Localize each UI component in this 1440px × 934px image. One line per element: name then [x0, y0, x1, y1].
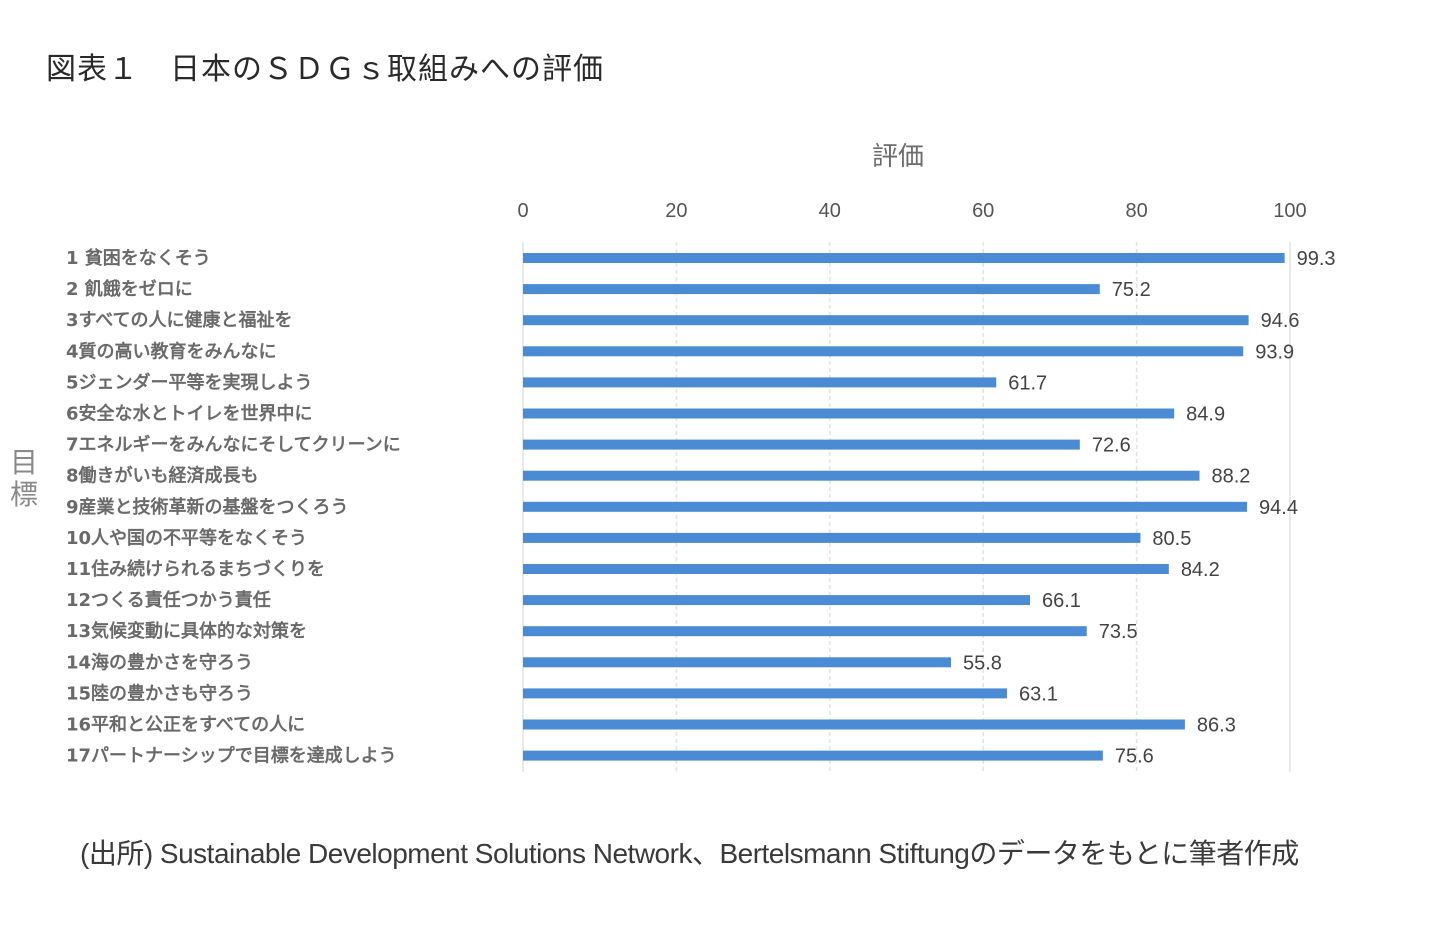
data-label: 84.2 [1181, 559, 1220, 581]
data-label: 75.6 [1115, 746, 1154, 768]
bar [523, 595, 1030, 606]
bar [523, 408, 1175, 419]
category-label: 10人や国の不平等をなくそう [66, 527, 307, 549]
bar [523, 470, 1200, 481]
data-label: 55.8 [963, 652, 1002, 674]
data-label: 93.9 [1255, 341, 1294, 363]
data-label: 80.5 [1152, 528, 1191, 550]
bar [523, 439, 1080, 450]
x-axis-title: 評価 [872, 142, 924, 172]
x-tick-labels: 0 20 40 60 80 100 [517, 200, 1306, 222]
x-tick-label: 60 [972, 200, 994, 222]
category-label: 2 飢餓をゼロに [66, 278, 193, 300]
bar [523, 377, 997, 388]
y-axis-title: 目標 [10, 446, 38, 511]
data-label: 94.6 [1261, 310, 1300, 332]
bar [523, 501, 1248, 512]
category-label: 13気候変動に具体的な対策を [66, 620, 307, 642]
data-label: 61.7 [1008, 372, 1047, 394]
bar [523, 688, 1007, 699]
data-label: 99.3 [1297, 248, 1336, 270]
y-axis-title-char: 標 [10, 478, 38, 511]
category-label: 12つくる責任つかう責任 [66, 589, 271, 611]
data-label: 86.3 [1197, 715, 1236, 737]
category-label: 14海の豊かさを守ろう [66, 651, 253, 673]
x-tick-label: 20 [665, 200, 687, 222]
figure-title: 図表１ 日本のＳＤＧｓ取組みへの評価 [46, 52, 604, 87]
category-label: 17パートナーシップで目標を達成しよう [66, 745, 397, 767]
category-label: 3すべての人に健康と福祉を [66, 309, 293, 331]
bar [523, 315, 1249, 326]
data-label: 63.1 [1019, 683, 1058, 705]
bar [523, 346, 1244, 357]
data-labels: 99.3 75.2 94.6 93.9 61.7 84.9 72.6 88.2 94.4 80.5… [963, 248, 1336, 768]
category-label: 7エネルギーをみんなにそしてクリーンに [66, 435, 401, 456]
bar [523, 626, 1087, 637]
category-label: 9産業と技術革新の基盤をつくろう [66, 496, 349, 518]
category-label: 8働きがいも経済成長も [66, 465, 259, 487]
bars [523, 253, 1285, 761]
data-label: 84.9 [1186, 404, 1225, 426]
gridlines [522, 242, 1291, 772]
bar [523, 564, 1169, 574]
data-label: 73.5 [1099, 621, 1138, 643]
x-tick-label: 40 [819, 200, 841, 222]
bar [523, 719, 1185, 730]
category-labels: 1 貧困をなくそう 2 飢餓をゼロに 3すべての人に健康と福祉を 4質の高い教育をみん… [66, 247, 401, 767]
data-label: 66.1 [1042, 590, 1081, 612]
data-label: 75.2 [1112, 279, 1151, 301]
category-label: 16平和と公正をすべての人に [66, 715, 305, 736]
source-note: (出所) Sustainable Development Solutions N… [80, 838, 1299, 869]
bar [523, 253, 1285, 263]
bar [523, 532, 1141, 543]
bar [523, 750, 1103, 761]
category-label: 6安全な水とトイレを世界中に [66, 403, 313, 425]
category-label: 11住み続けられるまちづくりを [66, 558, 325, 580]
y-axis-title-char: 目 [10, 446, 38, 479]
data-label: 88.2 [1211, 466, 1250, 488]
data-label: 72.6 [1092, 435, 1131, 457]
category-label: 15陸の豊かさも守ろう [66, 682, 253, 704]
x-tick-label: 80 [1125, 200, 1147, 222]
bar [523, 657, 951, 668]
data-label: 94.4 [1259, 497, 1298, 519]
category-label: 1 貧困をなくそう [66, 247, 211, 269]
x-tick-label: 0 [517, 200, 528, 222]
category-label: 4質の高い教育をみんなに [66, 340, 277, 362]
x-tick-label: 100 [1273, 200, 1306, 222]
bar [523, 284, 1100, 295]
category-label: 5ジェンダー平等を実現しよう [66, 371, 313, 393]
